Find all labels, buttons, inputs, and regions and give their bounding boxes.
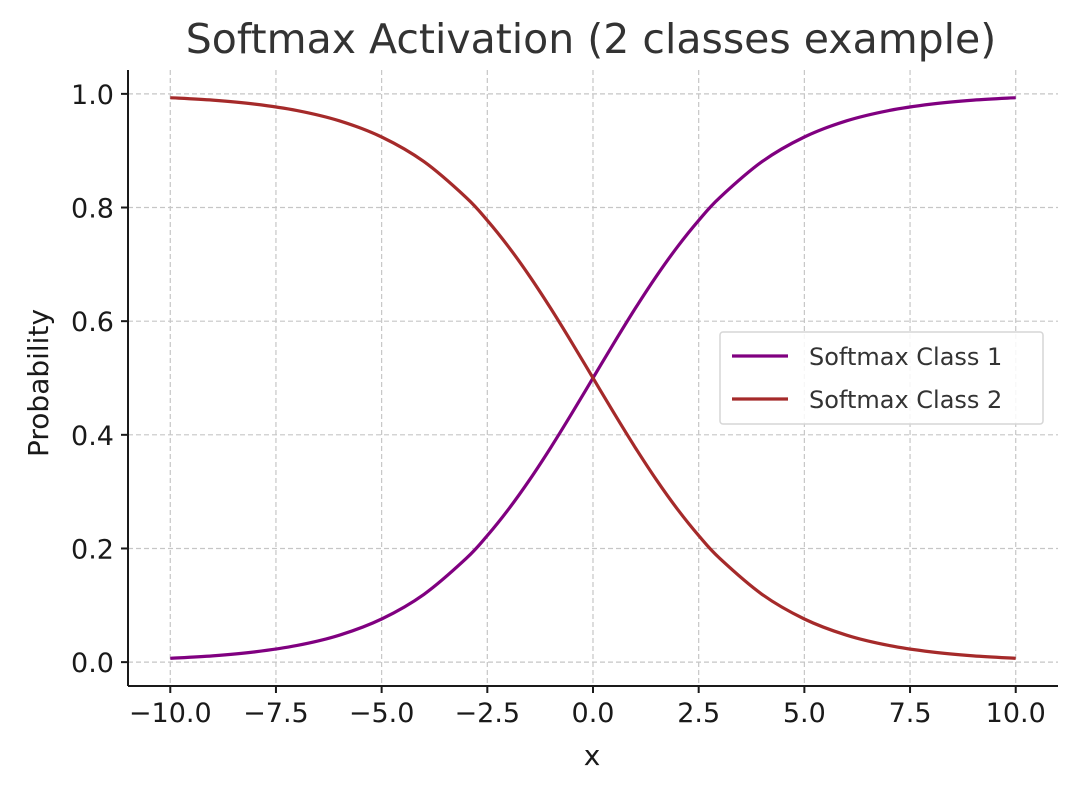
y-tick-label-2: 0.4 <box>71 421 114 452</box>
x-axis-ticks: −10.0 −7.5 −5.0 −2.5 0.0 2.5 5.0 7.5 10.0 <box>129 686 1046 729</box>
y-axis-label: Probability <box>22 309 55 457</box>
x-tick-label-1: −7.5 <box>243 698 309 729</box>
x-tick-label-6: 5.0 <box>783 698 826 729</box>
x-tick-label-5: 2.5 <box>677 698 720 729</box>
series-line-2 <box>170 96 1016 660</box>
legend-label-2: Softmax Class 2 <box>809 386 1002 414</box>
y-tick-label-4: 0.8 <box>71 194 114 225</box>
chart-title: Softmax Activation (2 classes example) <box>186 15 997 63</box>
y-tick-label-5: 1.0 <box>71 80 114 111</box>
y-tick-label-0: 0.0 <box>71 648 114 679</box>
x-tick-label-7: 7.5 <box>889 698 932 729</box>
x-tick-label-2: −5.0 <box>349 698 415 729</box>
legend: Softmax Class 1 Softmax Class 2 <box>719 331 1044 425</box>
y-axis-ticks: 0.0 0.2 0.4 0.6 0.8 1.0 <box>71 80 128 679</box>
x-tick-label-0: −10.0 <box>129 698 212 729</box>
x-tick-label-4: 0.0 <box>572 698 615 729</box>
y-tick-label-1: 0.2 <box>71 534 114 565</box>
data-series <box>170 96 1016 660</box>
x-tick-label-8: 10.0 <box>986 698 1046 729</box>
x-axis-label: x <box>584 739 601 772</box>
legend-box <box>719 331 1044 425</box>
y-tick-label-3: 0.6 <box>71 307 114 338</box>
legend-label-1: Softmax Class 1 <box>809 343 1002 371</box>
x-tick-label-3: −2.5 <box>455 698 521 729</box>
